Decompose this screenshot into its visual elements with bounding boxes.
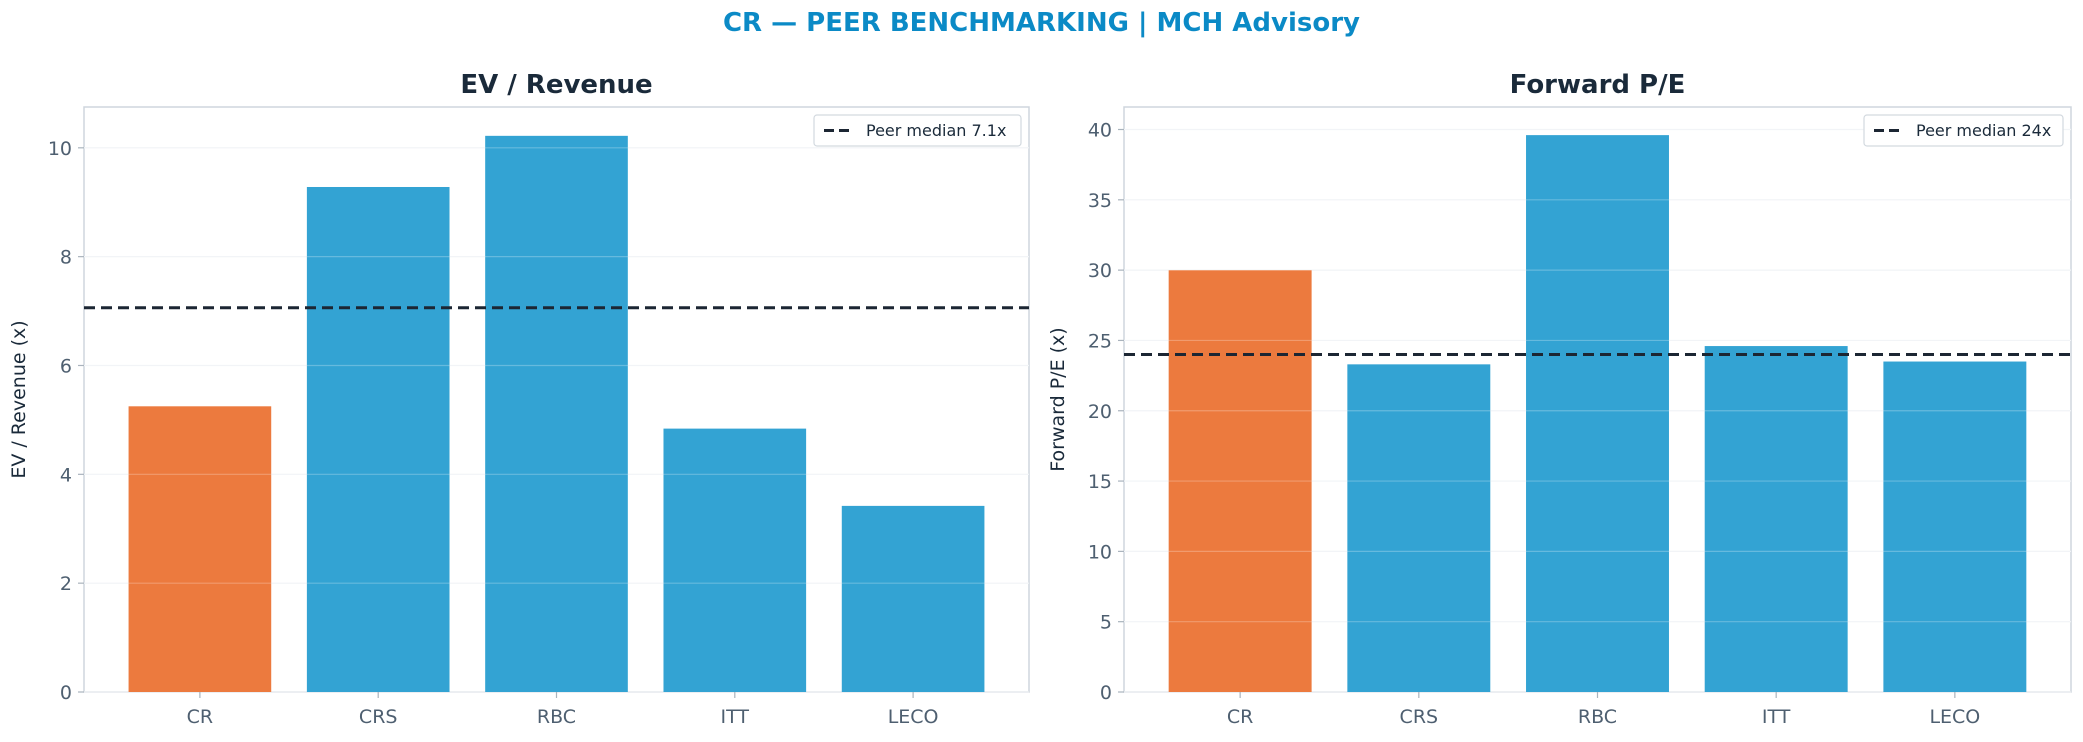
- x-tick-label: RBC: [1578, 706, 1617, 728]
- y-tick-label: 20: [1088, 401, 1112, 423]
- legend-label: Peer median 24x: [1916, 121, 2051, 140]
- x-tick-label: LECO: [888, 706, 939, 728]
- y-tick-label: 6: [60, 355, 72, 377]
- chart-title: Forward P/E: [1510, 70, 1686, 100]
- y-tick-label: 2: [60, 573, 72, 595]
- bar-rbc: [1526, 135, 1669, 692]
- bar-crs: [306, 186, 450, 692]
- bar-leco: [841, 505, 985, 692]
- bar-leco: [1883, 361, 2027, 692]
- bar-crs: [1347, 364, 1491, 692]
- y-tick-label: 0: [1100, 682, 1112, 704]
- y-tick-label: 4: [60, 464, 72, 486]
- y-tick-label: 5: [1100, 612, 1112, 634]
- y-tick-label: 8: [60, 247, 72, 269]
- x-tick-label: ITT: [1762, 706, 1791, 728]
- bar-itt: [663, 428, 807, 692]
- y-tick-label: 40: [1088, 120, 1112, 142]
- x-tick-label: CRS: [359, 706, 398, 728]
- y-tick-label: 10: [48, 138, 72, 160]
- chart-panel-2: 0 5 10 15 20 25 30 35 40 CR CRS RBC ITT LECO Forward P…: [1047, 70, 2072, 728]
- y-tick-label: 25: [1088, 330, 1112, 352]
- legend-label: Peer median 7.1x: [866, 121, 1006, 140]
- y-tick-label: 15: [1088, 471, 1112, 493]
- bar-cr: [1168, 270, 1312, 692]
- x-tick-label: CR: [1227, 706, 1253, 728]
- x-tick-label: LECO: [1929, 706, 1980, 728]
- chart-panel-1: 0 2 4 6 8 10 CR CRS RBC ITT LECO EV / Revenue EV / R…: [8, 70, 1030, 728]
- bar-itt: [1704, 346, 1848, 692]
- y-axis-label: EV / Revenue (x): [8, 320, 30, 478]
- figure-suptitle: CR — PEER BENCHMARKING | MCH Advisory: [722, 8, 1361, 38]
- legend-box: [813, 114, 1022, 147]
- chart-title: EV / Revenue: [460, 70, 652, 100]
- x-tick-label: CRS: [1400, 706, 1439, 728]
- x-tick-label: RBC: [537, 706, 576, 728]
- x-tick-label: ITT: [721, 706, 750, 728]
- y-tick-label: 0: [60, 682, 72, 704]
- legend-box: [1863, 114, 2064, 147]
- y-axis-label: Forward P/E (x): [1047, 327, 1069, 471]
- y-tick-label: 35: [1088, 190, 1112, 212]
- bar-rbc: [485, 135, 628, 692]
- bar-cr: [128, 406, 272, 692]
- y-tick-label: 10: [1088, 541, 1112, 563]
- x-tick-label: CR: [187, 706, 213, 728]
- y-tick-label: 30: [1088, 260, 1112, 282]
